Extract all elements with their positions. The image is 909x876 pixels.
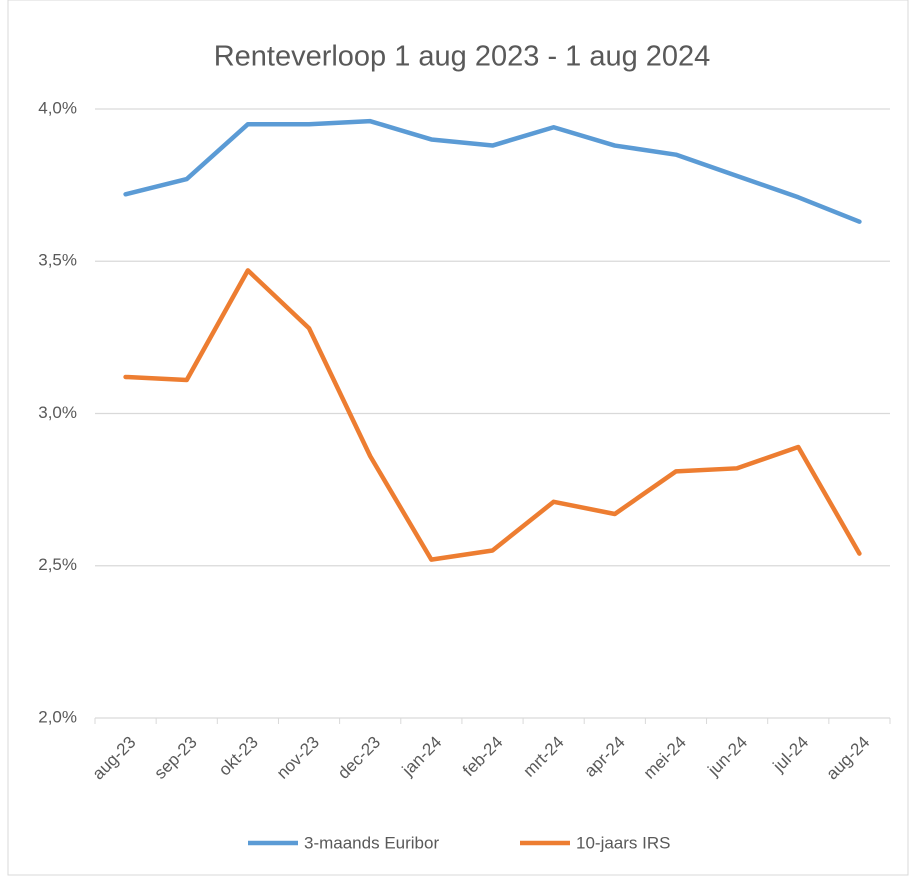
y-tick-label: 3,0% <box>38 403 77 422</box>
legend-label: 10-jaars IRS <box>576 833 670 852</box>
chart-frame <box>7 0 909 876</box>
line-series <box>123 118 862 224</box>
y-tick-label: 2,5% <box>38 555 77 574</box>
y-tick-label: 3,5% <box>38 251 77 270</box>
chart-title: Renteverloop 1 aug 2023 - 1 aug 2024 <box>214 41 711 73</box>
legend-label: 3-maands Euribor <box>304 833 439 852</box>
line-series <box>123 268 862 562</box>
y-tick-label: 4,0% <box>38 98 77 117</box>
y-tick-label: 2,0% <box>38 707 77 726</box>
